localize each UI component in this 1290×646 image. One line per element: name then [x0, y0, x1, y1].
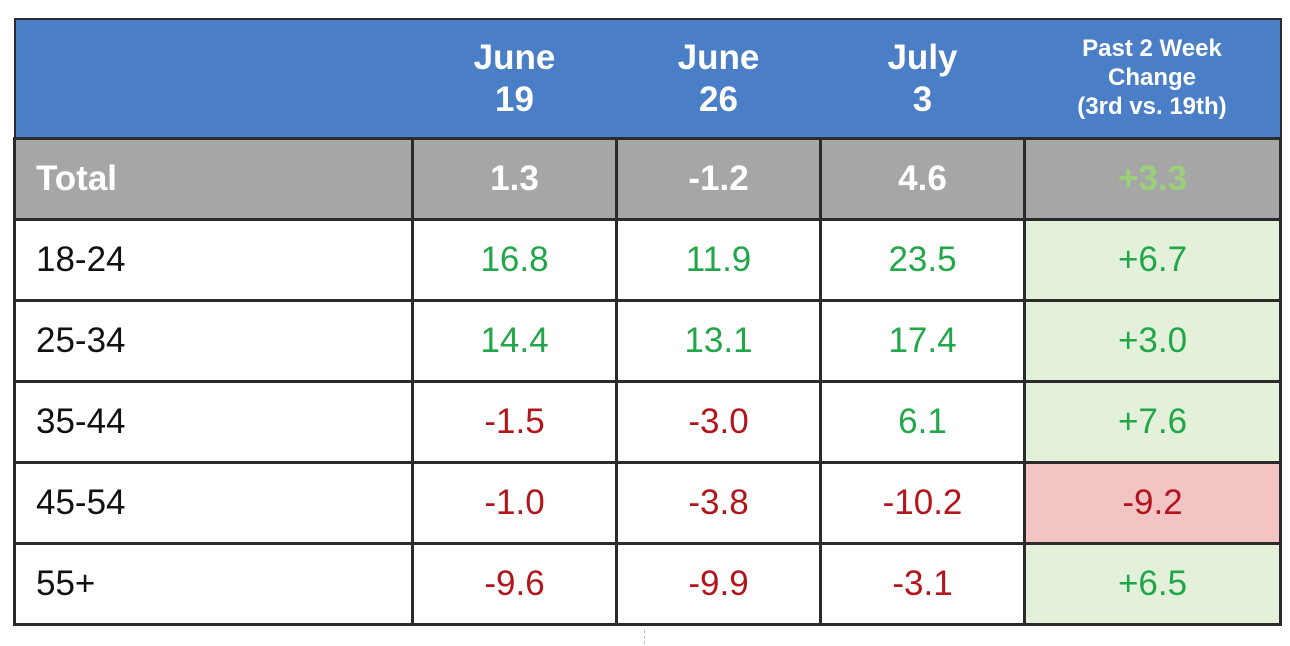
total-row: Total 1.3 -1.2 4.6 +3.3 [13, 137, 1282, 221]
value-cell: -1.5 [411, 380, 618, 464]
value-cell: -1.0 [411, 461, 618, 545]
table-body: Total 1.3 -1.2 4.6 +3.3 18-24 16.8 11.9 23.5 +6.7… [13, 137, 1282, 626]
value-cell: 14.4 [411, 299, 618, 383]
value-cell: 23.5 [819, 218, 1026, 302]
header-line: 19 [495, 79, 534, 119]
change-cell: -9.2 [1023, 461, 1282, 545]
column-header-july-3: July 3 [820, 18, 1025, 140]
row-label: 18-24 [13, 218, 414, 302]
row-label: 25-34 [13, 299, 414, 383]
value-cell: -3.1 [819, 542, 1026, 626]
value-cell: -3.8 [615, 461, 822, 545]
header-line: Change [1107, 64, 1196, 92]
value-cell: -9.6 [411, 542, 618, 626]
value-cell: -3.0 [615, 380, 822, 464]
value-cell: 1.3 [411, 137, 618, 221]
data-table: June 19 June 26 July 3 Past 2 Week Chang… [13, 18, 1282, 626]
value-cell: 13.1 [615, 299, 822, 383]
row-label: Total [13, 137, 414, 221]
value-cell: 6.1 [819, 380, 1026, 464]
header-corner [13, 18, 413, 140]
header-line: Past 2 Week [1082, 35, 1222, 63]
change-cell: +6.7 [1023, 218, 1282, 302]
table-row: 25-34 14.4 13.1 17.4 +3.0 [13, 299, 1282, 383]
value-cell: 4.6 [819, 137, 1026, 221]
header-line: (3rd vs. 19th) [1077, 92, 1227, 120]
column-header-june-26: June 26 [616, 18, 821, 140]
header-line: July [887, 37, 958, 77]
value-cell: 16.8 [411, 218, 618, 302]
divider [644, 630, 647, 644]
row-label: 55+ [13, 542, 414, 626]
value-cell: 11.9 [615, 218, 822, 302]
change-cell: +6.5 [1023, 542, 1282, 626]
value-cell: -10.2 [819, 461, 1026, 545]
value-cell: -9.9 [615, 542, 822, 626]
header-line: June [677, 37, 760, 77]
header-row: June 19 June 26 July 3 Past 2 Week Chang… [13, 18, 1282, 140]
column-header-change: Past 2 Week Change (3rd vs. 19th) [1024, 18, 1282, 140]
table-row: 55+ -9.6 -9.9 -3.1 +6.5 [13, 542, 1282, 626]
table-row: 35-44 -1.5 -3.0 6.1 +7.6 [13, 380, 1282, 464]
change-cell: +7.6 [1023, 380, 1282, 464]
value-cell: -1.2 [615, 137, 822, 221]
change-cell: +3.0 [1023, 299, 1282, 383]
change-cell: +3.3 [1023, 137, 1282, 221]
header-line: June [473, 37, 556, 77]
header-line: 3 [912, 79, 933, 119]
table-row: 18-24 16.8 11.9 23.5 +6.7 [13, 218, 1282, 302]
row-label: 45-54 [13, 461, 414, 545]
table-row: 45-54 -1.0 -3.8 -10.2 -9.2 [13, 461, 1282, 545]
value-cell: 17.4 [819, 299, 1026, 383]
row-label: 35-44 [13, 380, 414, 464]
column-header-june-19: June 19 [412, 18, 617, 140]
header-line: 26 [699, 79, 738, 119]
